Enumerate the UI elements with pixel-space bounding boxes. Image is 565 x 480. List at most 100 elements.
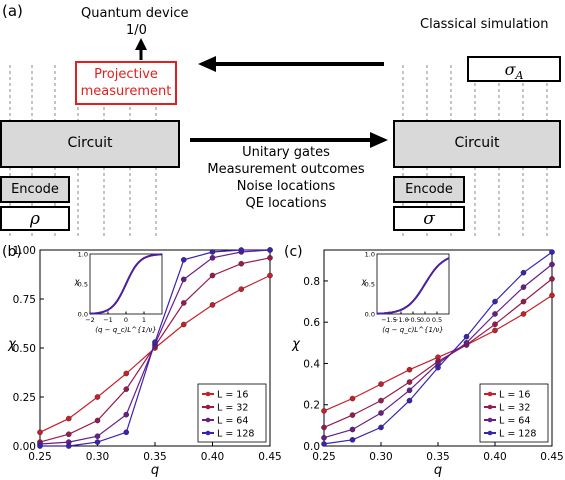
- x-tick-label: 0.25: [28, 451, 51, 463]
- data-point: [238, 260, 245, 267]
- inset-x-label: (q − q_c)L^{1/ν}: [382, 326, 443, 334]
- data-point: [406, 366, 413, 373]
- legend-marker: [205, 391, 211, 397]
- x-tick-label: 0.40: [201, 451, 224, 463]
- y-tick-label: 0.50: [13, 343, 36, 355]
- data-point: [349, 426, 356, 433]
- legend-label: L = 64: [499, 416, 530, 427]
- circuit-box-left: Circuit: [0, 120, 180, 168]
- legend-marker: [205, 430, 211, 436]
- encode-box-right: Encode: [393, 176, 465, 203]
- rho-label: ρ: [30, 209, 40, 229]
- data-point: [321, 408, 327, 414]
- data-point: [180, 321, 187, 328]
- data-point: [267, 272, 273, 279]
- data-point: [180, 276, 187, 283]
- legend-marker: [205, 417, 211, 423]
- sigma-a-label: σA: [469, 60, 559, 82]
- y-tick-label: 0.0: [303, 441, 320, 453]
- inset-x-tick-label: 0.5: [432, 316, 442, 324]
- inset-x-tick-label: −1: [103, 316, 113, 324]
- encode-right-label: Encode: [405, 182, 453, 197]
- data-point: [349, 437, 356, 443]
- legend-label: L = 16: [499, 390, 530, 401]
- chart-panel-c: (c) 0.25 0.30 0.35 0.40 0.45 0.0 0.2 0.4 0.6 0.8 q χ…: [284, 244, 564, 478]
- data-point: [180, 256, 187, 263]
- data-point: [238, 247, 245, 253]
- transfer-item: QE locations: [245, 196, 327, 211]
- data-point: [37, 429, 43, 436]
- sigma-label: σ: [423, 209, 435, 229]
- x-tick-label: 0.40: [483, 451, 506, 463]
- projective-label-2: measurement: [80, 84, 172, 99]
- panel-label-a: (a): [2, 2, 23, 20]
- outcome-arrow: [135, 38, 147, 60]
- data-point: [209, 302, 216, 308]
- inset-y-tick-label: 0.5: [365, 281, 375, 289]
- sigma-a-box: σA: [467, 56, 561, 82]
- sigma-a-symbol: σ: [504, 60, 516, 79]
- data-point: [152, 339, 158, 345]
- y-tick-label: 0.00: [13, 441, 36, 453]
- data-point: [321, 434, 327, 441]
- encode-left-label: Encode: [11, 182, 59, 197]
- x-tick-label: 0.45: [540, 451, 563, 463]
- classical-simulation-label: Classical simulation: [420, 17, 549, 32]
- data-point: [238, 286, 245, 293]
- data-point: [463, 340, 470, 346]
- inset-x-tick-label: 1: [142, 316, 146, 324]
- y-tick-label: 0.6: [303, 317, 320, 329]
- encode-box-left: Encode: [0, 176, 70, 203]
- data-point: [94, 433, 101, 439]
- data-point: [180, 300, 187, 306]
- data-point: [65, 443, 72, 449]
- data-point: [209, 272, 216, 279]
- data-point: [492, 298, 498, 305]
- data-point: [321, 424, 327, 431]
- x-tick-label: 0.45: [258, 451, 281, 463]
- inset-y-label: χ: [74, 277, 80, 286]
- data-point: [406, 387, 413, 394]
- y-tick-label: 0.75: [13, 294, 36, 306]
- legend-marker: [487, 404, 493, 410]
- projective-measurement-box: Projective measurement: [75, 61, 177, 105]
- legend-label: L = 64: [217, 416, 248, 427]
- data-point: [549, 249, 555, 255]
- data-point: [378, 397, 384, 404]
- inset-x-tick-label: −0.5: [405, 316, 421, 324]
- inset-y-tick-label: 1.0: [78, 251, 88, 259]
- inset-y-tick-label: 0.0: [78, 311, 88, 319]
- quantum-device-label: Quantum device: [81, 6, 189, 21]
- legend-label: L = 128: [499, 429, 536, 440]
- x-tick-label: 0.30: [86, 451, 109, 463]
- data-point: [209, 249, 216, 255]
- circuit-box-right: Circuit: [393, 120, 561, 168]
- data-point: [123, 429, 130, 436]
- legend-marker: [487, 417, 493, 423]
- transfer-item: Noise locations: [236, 179, 336, 194]
- y-tick-label: 0.8: [303, 276, 320, 288]
- data-point: [37, 443, 43, 449]
- data-point: [378, 381, 384, 387]
- data-point: [492, 311, 498, 317]
- data-point: [123, 370, 130, 377]
- data-point: [65, 415, 72, 422]
- data-point: [406, 379, 413, 385]
- transfer-list: Unitary gates Measurement outcomes Noise…: [196, 144, 376, 212]
- data-point: [123, 411, 130, 418]
- data-point: [65, 431, 72, 438]
- y-tick-label: 0.2: [303, 400, 320, 412]
- data-point: [349, 395, 356, 402]
- legend-marker: [205, 404, 211, 410]
- legend-label: L = 16: [217, 390, 248, 401]
- transfer-arrow: [190, 132, 388, 148]
- legend-label: L = 32: [499, 403, 530, 414]
- x-axis-label: q: [434, 463, 442, 478]
- data-point: [94, 417, 101, 424]
- x-tick-label: 0.30: [369, 451, 392, 463]
- x-tick-label: 0.35: [426, 451, 449, 463]
- data-point: [520, 284, 527, 290]
- data-point: [349, 412, 356, 418]
- y-axis-label: χ: [7, 337, 17, 352]
- inset-x-label: (q − q_c)L^{1/ν}: [95, 326, 156, 334]
